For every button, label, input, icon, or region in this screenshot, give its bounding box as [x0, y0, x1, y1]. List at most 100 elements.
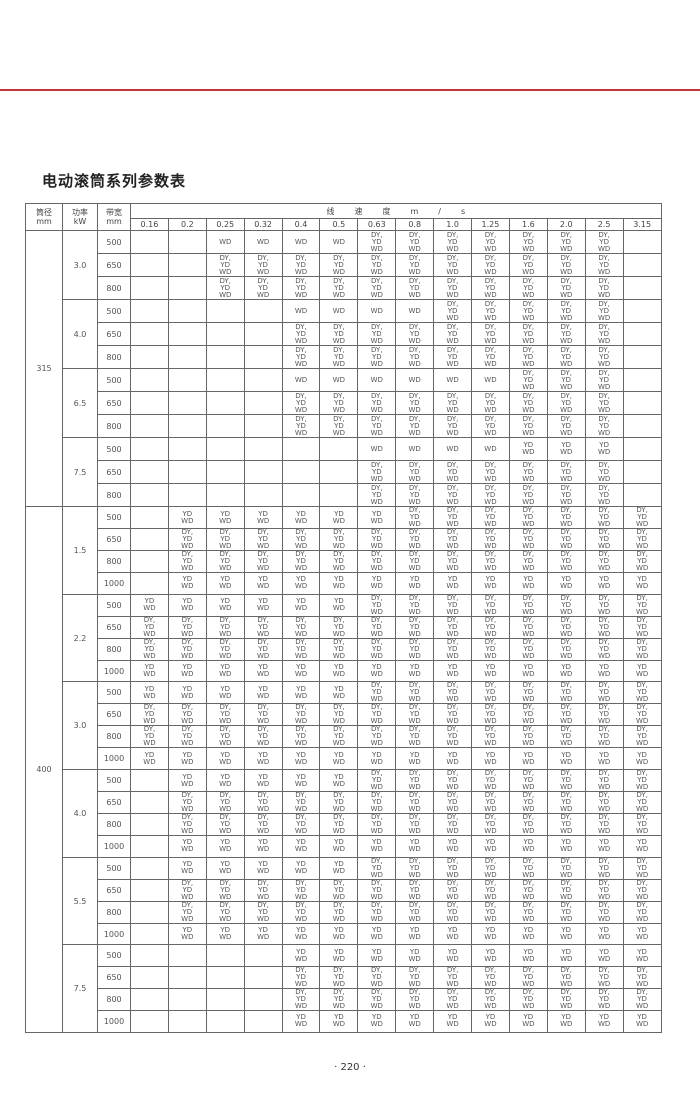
belt-width-cell: 650 [97, 528, 131, 551]
motor-type-cell: DY, YD WD [281, 276, 321, 300]
motor-type-cell: DY, YD WD [319, 528, 359, 551]
motor-type-cell: DY, YD WD [395, 681, 435, 705]
motor-type-cell: DY, YD WD [546, 813, 586, 837]
motor-type-cell: YD WD [205, 922, 245, 946]
motor-type-cell [167, 230, 207, 254]
motor-type-cell: DY, YD WD [508, 725, 548, 749]
motor-type-cell: YD WD [357, 922, 397, 946]
motor-type-cell: DY, YD WD [433, 856, 473, 880]
motor-type-cell: DY, YD WD [395, 791, 435, 815]
motor-type-cell: YD WD [319, 835, 359, 858]
motor-type-cell [243, 460, 283, 484]
motor-type-cell: WD [395, 368, 435, 392]
motor-type-cell: YD WD [281, 572, 321, 595]
motor-type-cell: YD WD [281, 593, 321, 617]
motor-type-cell: DY, YD WD [281, 703, 321, 727]
motor-type-cell: YD WD [281, 506, 321, 529]
motor-type-cell: DY, YD WD [471, 966, 510, 990]
motor-type-cell: DY, YD WD [357, 253, 397, 277]
belt-width-cell: 800 [97, 550, 131, 573]
motor-type-cell: YD WD [167, 681, 207, 705]
motor-type-cell: DY, YD WD [281, 725, 321, 749]
col-header-unit: mm [36, 217, 52, 226]
motor-type-cell [205, 966, 245, 990]
motor-type-cell: YD WD [319, 572, 359, 595]
motor-type-cell: DY, YD WD [167, 725, 207, 749]
motor-type-cell: DY, YD WD [395, 725, 435, 749]
motor-type-cell: DY, YD WD [395, 506, 435, 529]
motor-type-cell: YD WD [243, 506, 283, 529]
motor-type-cell: DY, YD WD [357, 681, 397, 705]
motor-type-cell [130, 900, 169, 924]
motor-type-cell: YD WD [584, 944, 624, 968]
motor-type-cell: YD WD [281, 856, 321, 880]
speed-header: 2.5 [584, 218, 624, 231]
motor-type-cell: DY, YD WD [205, 276, 245, 300]
motor-type-cell: DY, YD WD [546, 391, 586, 415]
motor-type-cell: DY, YD WD [471, 253, 510, 277]
motor-type-cell: YD WD [205, 681, 245, 705]
motor-type-cell: DY, YD WD [546, 856, 586, 880]
col-header-label: 带宽 [106, 208, 122, 217]
motor-type-cell: YD WD [205, 835, 245, 858]
motor-type-cell: YD WD [281, 769, 321, 793]
motor-type-cell [167, 368, 207, 392]
motor-type-cell: YD WD [243, 835, 283, 858]
belt-width-cell: 1000 [97, 1010, 131, 1033]
motor-type-cell: YD WD [508, 659, 548, 683]
motor-type-cell: DY, YD WD [357, 593, 397, 617]
motor-type-cell: YD WD [508, 922, 548, 946]
motor-type-cell [205, 322, 245, 346]
motor-type-cell: DY, YD WD [205, 550, 245, 573]
motor-type-cell: DY, YD WD [167, 703, 207, 727]
motor-type-cell: YD WD [395, 835, 435, 858]
motor-type-cell: DY, YD WD [622, 856, 662, 880]
motor-type-cell [130, 813, 169, 837]
motor-type-cell: DY, YD WD [546, 681, 586, 705]
motor-type-cell: DY, YD WD [584, 900, 624, 924]
belt-width-cell: 1000 [97, 747, 131, 771]
motor-type-cell [130, 550, 169, 573]
motor-type-cell: DY, YD WD [357, 322, 397, 346]
motor-type-cell: WD [433, 368, 473, 392]
header-rule [0, 89, 700, 91]
motor-type-cell: DY, YD WD [395, 550, 435, 573]
table-row: 1000 YD WD YD WD YD WD YD WD YD WD YD WD YD WD YD WD YD WD… [26, 572, 662, 595]
motor-type-cell: YD WD [319, 922, 359, 946]
motor-type-cell: DY, YD WD [357, 483, 397, 507]
motor-type-cell: DY, YD WD [546, 368, 586, 392]
table-row: 2.2 500 YD WD YD WD YD WD YD WD YD WD YD WD DY, YD WD DY,… [26, 593, 662, 683]
motor-type-cell [622, 414, 662, 438]
motor-type-cell [130, 922, 169, 946]
motor-type-cell: DY, YD WD [433, 230, 473, 254]
motor-type-cell: YD WD [395, 922, 435, 946]
motor-type-cell [205, 944, 245, 968]
table-row: 4.0 500 WD WD WD WD DY, YD WD DY, YD WD DY, YD WD DY, YD… [26, 299, 662, 369]
belt-width-cell: 500 [97, 437, 131, 461]
motor-type-cell [243, 1010, 283, 1033]
motor-type-cell: DY, YD WD [471, 813, 510, 837]
belt-width-cell: 1000 [97, 572, 131, 595]
motor-type-cell: DY, YD WD [395, 322, 435, 346]
motor-type-cell: YD WD [319, 506, 359, 529]
power-cell: 3.0 [62, 681, 98, 771]
motor-type-cell [205, 299, 245, 323]
motor-type-cell: WD [357, 368, 397, 392]
motor-type-cell [130, 856, 169, 880]
belt-width-cell: 800 [97, 345, 131, 369]
motor-type-cell [130, 769, 169, 793]
belt-width-cell: 1000 [97, 659, 131, 683]
motor-type-cell: DY, YD WD [130, 725, 169, 749]
motor-type-cell: YD WD [281, 835, 321, 858]
motor-type-cell: YD WD [130, 681, 169, 705]
motor-type-cell [205, 345, 245, 369]
motor-type-cell: DY, YD WD [508, 253, 548, 277]
motor-type-cell: YD WD [433, 835, 473, 858]
motor-type-cell: YD WD [395, 572, 435, 595]
motor-type-cell: DY, YD WD [471, 528, 510, 551]
motor-type-cell: YD WD [205, 769, 245, 793]
table-row: 800 DY, YD WD DY, YD WD DY, YD WD DY, YD WD DY, YD WD DY… [26, 813, 662, 837]
motor-type-cell: YD WD [167, 506, 207, 529]
motor-type-cell: DY, YD WD [243, 550, 283, 573]
motor-type-cell: YD WD [584, 747, 624, 771]
